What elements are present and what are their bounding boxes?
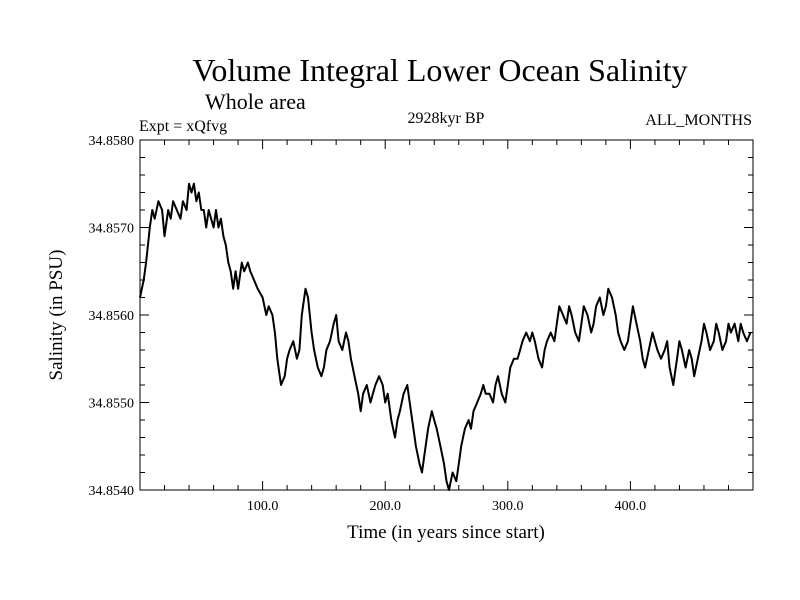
plot-frame xyxy=(139,139,754,491)
y-tick-label: 34.8580 xyxy=(89,134,135,149)
y-tick-label: 34.8560 xyxy=(89,309,135,324)
x-tick-label: 200.0 xyxy=(369,499,401,514)
period-label: 2928kyr BP xyxy=(408,110,485,127)
y-tick-label: 34.8570 xyxy=(89,222,135,237)
series-layer xyxy=(139,182,752,491)
series-line xyxy=(139,182,752,491)
chart-title: Volume Integral Lower Ocean Salinity xyxy=(192,52,687,88)
y-tick-label: 34.8540 xyxy=(89,484,135,499)
months-label: ALL_MONTHS xyxy=(645,112,752,129)
x-tick-label: 100.0 xyxy=(247,499,279,514)
x-axis-label: Time (in years since start) xyxy=(347,522,545,543)
experiment-label: Expt = xQfvg xyxy=(139,118,227,135)
y-axis: 34.8540 34.8550 34.8560 34.8570 34.8580 xyxy=(89,134,753,499)
x-tick-label: 400.0 xyxy=(615,499,647,514)
x-tick-label: 300.0 xyxy=(492,499,524,514)
y-axis-label: Salinity (in PSU) xyxy=(46,250,67,381)
y-tick-label: 34.8550 xyxy=(89,397,135,412)
x-axis: 100.0 200.0 300.0 400.0 xyxy=(164,140,729,514)
chart-subtitle: Whole area xyxy=(205,89,306,114)
